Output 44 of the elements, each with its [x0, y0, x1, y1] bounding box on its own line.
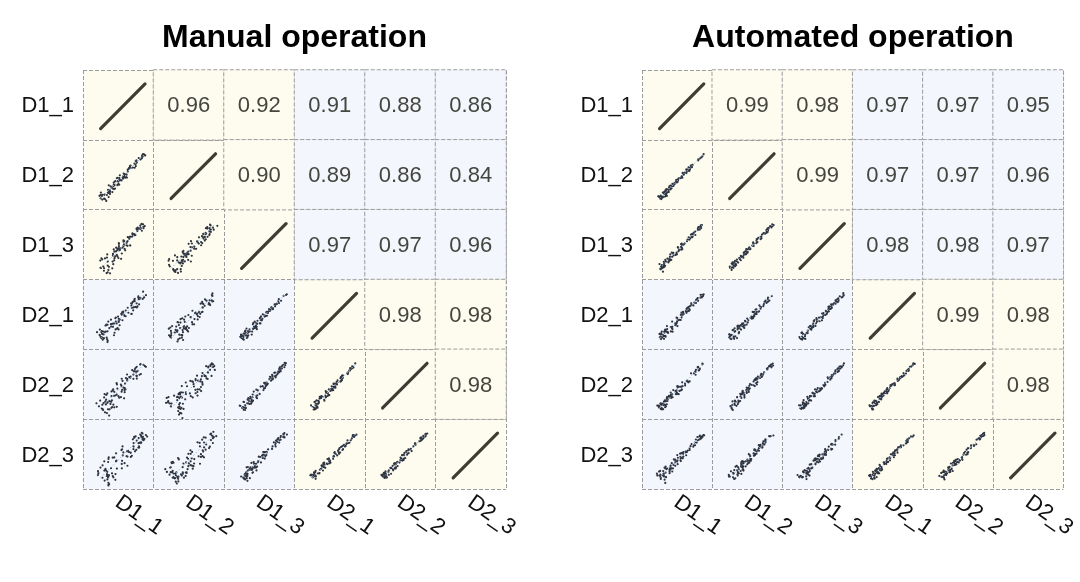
data-label: 0.97 [308, 232, 352, 258]
data-label: 0.99 [796, 162, 839, 188]
y-tick-label: D2_3 [580, 441, 633, 467]
data-label: 0.89 [308, 162, 352, 188]
data-label: 0.97 [936, 162, 980, 188]
y-tick-label: D2_2 [21, 371, 74, 397]
y-tick-label: D1_3 [580, 232, 633, 258]
data-label: 0.99 [725, 92, 769, 118]
data-label: 0.97 [866, 162, 910, 188]
data-label: 0.99 [936, 301, 980, 327]
data-label: 0.98 [866, 232, 910, 258]
data-label: 0.98 [1006, 301, 1050, 327]
y-tick-label: D2_2 [580, 371, 633, 397]
data-label: 0.96 [1006, 162, 1050, 188]
data-label: 0.97 [936, 92, 980, 118]
data-label: 0.96 [167, 92, 211, 118]
y-tick-label: D2_1 [580, 301, 633, 327]
y-tick-label: D1_3 [21, 232, 74, 258]
data-label: 0.98 [449, 301, 493, 327]
chart-title: Manual operation [162, 18, 427, 54]
data-label: 0.86 [449, 92, 493, 118]
data-label: 0.95 [1006, 92, 1050, 118]
data-label: 0.97 [866, 92, 910, 118]
data-label: 0.96 [449, 232, 493, 258]
y-tick-label: D1_2 [21, 162, 74, 188]
data-label: 0.98 [449, 371, 493, 397]
data-label: 0.84 [449, 162, 493, 188]
data-label: 0.90 [237, 162, 281, 188]
data-label: 0.97 [1006, 232, 1050, 258]
data-label: 0.98 [1006, 371, 1050, 397]
y-tick-label: D1_1 [580, 92, 633, 118]
y-tick-label: D1_2 [580, 162, 633, 188]
y-tick-label: D2_3 [21, 441, 74, 467]
data-label: 0.98 [936, 232, 980, 258]
data-label: 0.92 [237, 92, 281, 118]
data-label: 0.88 [378, 92, 422, 118]
y-tick-label: D1_1 [21, 92, 74, 118]
data-label: 0.98 [378, 301, 422, 327]
chart-title: Automated operation [692, 18, 1014, 54]
y-tick-label: D2_1 [21, 301, 74, 327]
data-label: 0.91 [308, 92, 352, 118]
data-label: 0.98 [796, 92, 839, 118]
data-label: 0.86 [378, 162, 422, 188]
data-label: 0.97 [378, 232, 422, 258]
